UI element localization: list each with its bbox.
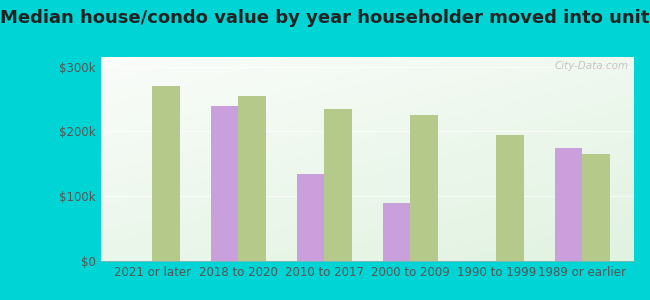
Text: Median house/condo value by year householder moved into unit: Median house/condo value by year househo… [0, 9, 650, 27]
Bar [297, 174, 324, 261]
Bar [324, 109, 352, 261]
Bar [410, 115, 437, 261]
Bar [496, 135, 524, 261]
Bar [383, 203, 410, 261]
Bar [582, 154, 610, 261]
Text: City-Data.com: City-Data.com [554, 61, 629, 71]
Bar [554, 148, 582, 261]
Bar [211, 106, 239, 261]
Bar [239, 96, 266, 261]
Bar [152, 86, 180, 261]
